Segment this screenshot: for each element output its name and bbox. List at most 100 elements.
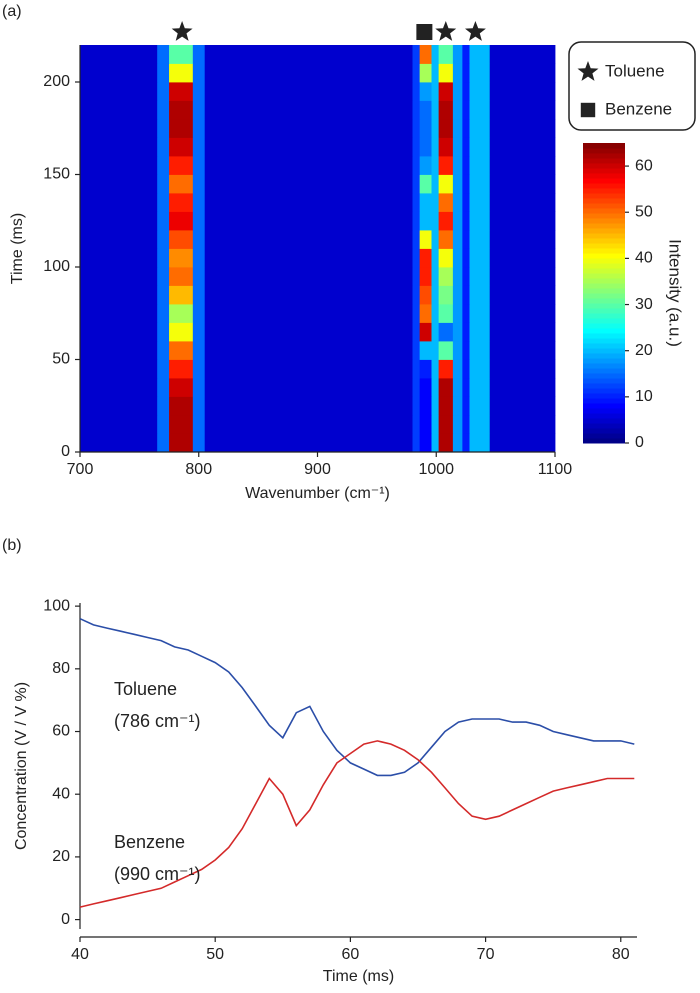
heatmap-cell [80, 359, 158, 379]
x-tick-label: 80 [612, 946, 630, 963]
colorbar-band [583, 353, 625, 359]
heatmap-cell [489, 45, 556, 64]
series-annotation: (990 cm⁻¹) [114, 864, 201, 884]
colorbar-band [583, 203, 625, 209]
series-name: Benzene [114, 832, 185, 852]
heatmap-cell [489, 193, 556, 212]
colorbar-band [583, 388, 625, 394]
heatmap-cell [462, 378, 470, 397]
colorbar-tick-label: 0 [635, 434, 644, 451]
x-tick-label: 60 [341, 946, 359, 963]
heatmap-cell [169, 322, 194, 342]
heatmap-cell [80, 230, 158, 249]
heatmap-cell [469, 341, 491, 360]
heatmap-cell [431, 211, 440, 231]
heatmap-cell [80, 119, 158, 138]
heatmap-cell [192, 82, 206, 101]
heatmap-cell [419, 82, 432, 101]
square-marker [580, 102, 596, 118]
heatmap-cell [469, 174, 491, 194]
heatmap-cell [462, 137, 470, 157]
legend-box [568, 41, 696, 131]
heatmap-cell [157, 82, 170, 101]
colorbar-band [583, 328, 625, 334]
heatmap-cell [438, 378, 454, 397]
heatmap-cell [169, 359, 194, 379]
heatmap-cell [462, 267, 470, 286]
colorbar-band [583, 143, 625, 149]
colorbar-band [583, 398, 625, 404]
heatmap-cell [452, 100, 463, 120]
heatmap-cell [489, 433, 556, 453]
heatmap-cell [204, 174, 413, 194]
colorbar-tick-label: 40 [635, 250, 653, 267]
y-tick-label: 60 [52, 723, 70, 740]
heatmap-cell [80, 341, 158, 360]
heatmap-cell [412, 359, 421, 379]
heatmap-cell [452, 137, 463, 157]
heatmap-cell [192, 396, 206, 416]
x-tick-label: 700 [67, 461, 94, 478]
heatmap-cell [452, 396, 463, 416]
heatmap-cell [412, 211, 421, 231]
colorbar-band [583, 373, 625, 379]
colorbar-tick-label: 60 [635, 157, 653, 174]
heatmap-cell [412, 322, 421, 342]
colorbar-band [583, 163, 625, 169]
heatmap-cell [431, 433, 440, 453]
x-axis-label: Wavenumber (cm⁻¹) [245, 485, 390, 502]
colorbar-band [583, 218, 625, 224]
heatmap-cell [419, 156, 432, 175]
heatmap-cell [469, 285, 491, 305]
heatmap-cell [469, 415, 491, 434]
heatmap-cell [169, 304, 194, 323]
heatmap-cell [462, 82, 470, 101]
heatmap-cell [469, 230, 491, 249]
heatmap-cell [80, 174, 158, 194]
heatmap-cell [157, 267, 170, 286]
heatmap-cell [169, 63, 194, 83]
heatmap-cell [412, 63, 421, 83]
heatmap-cell [169, 119, 194, 138]
colorbar-band [583, 348, 625, 354]
heatmap-cell [412, 341, 421, 360]
heatmap-cell [431, 156, 440, 175]
heatmap-cell [157, 359, 170, 379]
heatmap-cell [438, 230, 454, 249]
heatmap-cell [204, 304, 413, 323]
heatmap-cell [452, 45, 463, 64]
heatmap-cell [431, 415, 440, 434]
heatmap-cell [438, 341, 454, 360]
colorbar-band [583, 298, 625, 304]
heatmap-cell [462, 156, 470, 175]
heatmap-cell [192, 359, 206, 379]
colorbar-band [583, 288, 625, 294]
heatmap-cell [419, 378, 432, 397]
heatmap-cell [489, 174, 556, 194]
heatmap-cell [419, 341, 432, 360]
heatmap-cell [489, 230, 556, 249]
heatmap-cell [452, 415, 463, 434]
heatmap-cell [204, 156, 413, 175]
heatmap-cell [419, 415, 432, 434]
heatmap-cell [80, 267, 158, 286]
heatmap-cell [469, 248, 491, 268]
heatmap-cell [192, 211, 206, 231]
heatmap-cell [469, 211, 491, 231]
heatmap-cell [452, 156, 463, 175]
star-marker [577, 61, 599, 81]
heatmap-cell [80, 156, 158, 175]
heatmap-cell [438, 82, 454, 101]
heatmap-cell [431, 359, 440, 379]
legend-label: Benzene [605, 99, 672, 118]
y-tick-label: 100 [43, 258, 70, 275]
heatmap-cell [412, 378, 421, 397]
heatmap-cell [489, 248, 556, 268]
heatmap-cell [469, 322, 491, 342]
heatmap-cell [452, 433, 463, 453]
heatmap-cell [462, 285, 470, 305]
heatmap-cell [469, 359, 491, 379]
heatmap-cell [204, 82, 413, 101]
y-tick-label: 150 [43, 166, 70, 183]
heatmap-cell [157, 285, 170, 305]
